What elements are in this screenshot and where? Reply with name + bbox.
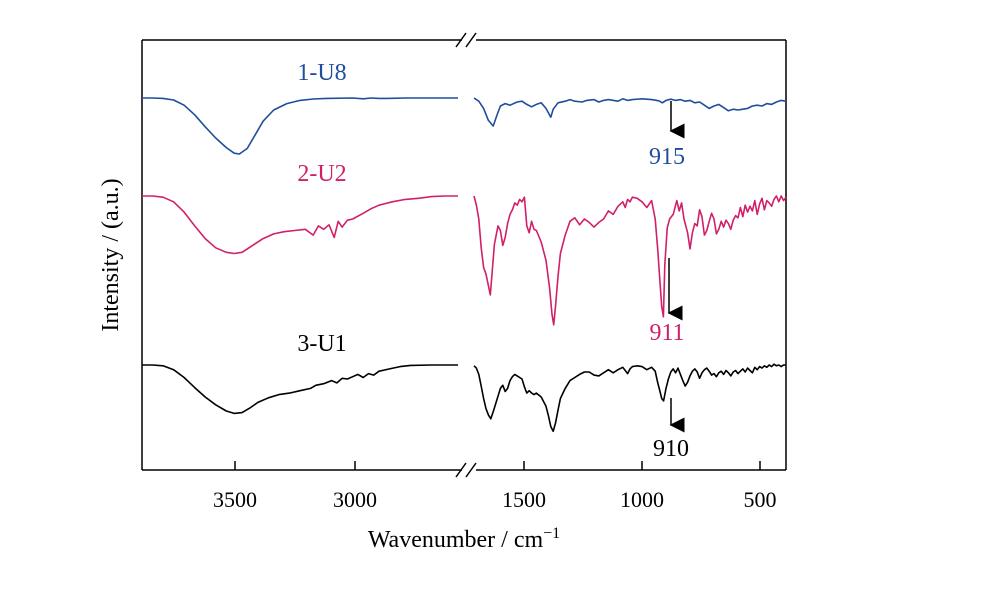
series-label-3-u1: 3-U1 [297,331,346,357]
axis-break-marks [455,32,477,478]
series-line-1-u8-left [142,97,458,155]
x-tick-label-1000: 1000 [620,487,664,512]
x-tick-label-500: 500 [744,487,777,512]
series-label-2-u2: 2-U2 [297,161,346,187]
series-line-3-u1-right [473,363,786,433]
break-mark-bottom-2 [465,462,477,478]
x-ticks [234,461,761,470]
break-mark-bottom-1 [455,462,467,478]
series-layer [142,97,787,433]
break-mark-top-2 [465,32,477,48]
peak-labels: 915 911 910 [649,144,689,462]
plot-frame [141,39,787,471]
break-mark-top-1 [455,32,467,48]
x-axis-title-text: Wavenumber / cm [368,527,544,553]
peak-label-910: 910 [653,436,689,462]
x-tick-label-3500: 3500 [213,487,257,512]
x-tick-labels: 3500 3000 1500 1000 500 [213,487,777,512]
peak-label-911: 911 [649,320,684,346]
series-labels: 1-U8 2-U2 3-U1 [297,60,346,357]
y-axis-title: Intensity / (a.u.) [98,178,124,331]
peak-annotations [667,101,685,433]
series-line-2-u2-right [473,195,787,326]
peak-label-915: 915 [649,144,685,170]
x-axis-title: Wavenumber / cm−1 [368,525,560,553]
series-line-2-u2-left [142,195,458,255]
x-tick-label-3000: 3000 [333,487,377,512]
series-line-1-u8-right [473,97,787,127]
series-label-1-u8: 1-U8 [297,60,346,86]
series-line-3-u1-left [142,364,458,415]
x-tick-label-1500: 1500 [502,487,546,512]
x-axis-title-superscript: −1 [543,525,560,542]
